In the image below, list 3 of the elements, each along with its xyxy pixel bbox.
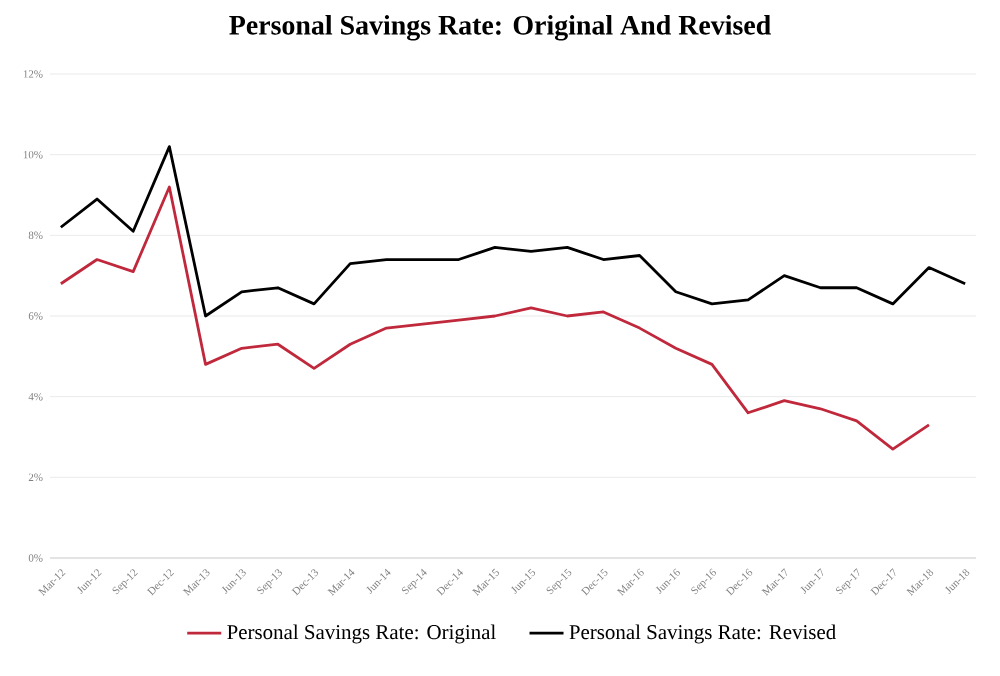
chart-title: Personal Savings Rate: Original And Revised xyxy=(229,15,771,41)
legend-label: Personal Savings Rate: Original xyxy=(227,624,496,644)
legend-label: Personal Savings Rate: Revised xyxy=(569,624,836,644)
